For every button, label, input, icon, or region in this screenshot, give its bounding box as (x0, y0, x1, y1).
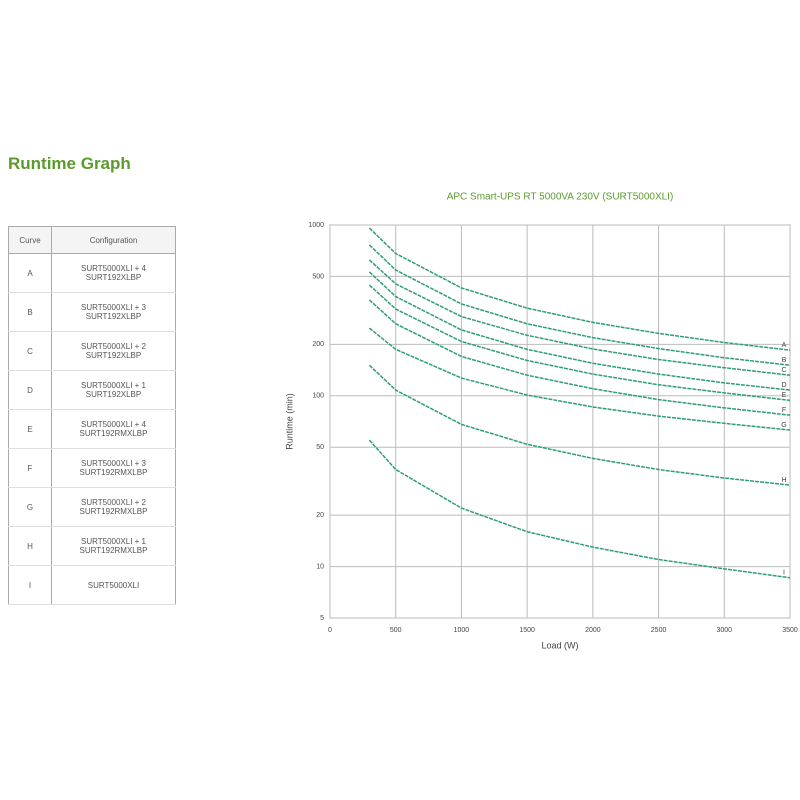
table-row: E SURT5000XLI + 4 SURT192RMXLBP (8, 409, 176, 449)
y-tick-label: 50 (316, 444, 324, 451)
config-cell: SURT5000XLI + 2 SURT192RMXLBP (51, 487, 176, 527)
x-tick-label: 1500 (519, 627, 535, 634)
curve-cell: H (8, 526, 52, 566)
table-body: A SURT5000XLI + 4 SURT192XLBP B SURT5000XLI… (8, 253, 176, 605)
config-cell: SURT5000XLI + 3 SURT192XLBP (51, 292, 176, 332)
curve-cell: D (8, 370, 52, 410)
runtime-curve (368, 271, 791, 391)
curve-cell: I (8, 565, 52, 605)
curve-cell: C (8, 331, 52, 371)
x-tick-label: 2000 (585, 627, 601, 634)
config-cell: SURT5000XLI + 3 SURT192RMXLBP (51, 448, 176, 488)
curve-cell: A (8, 253, 52, 293)
x-tick-label: 0 (328, 627, 332, 634)
y-tick-label: 100 (312, 393, 324, 400)
x-tick-label: 1000 (454, 627, 470, 634)
column-header: Configuration (51, 226, 176, 254)
x-tick-label: 2500 (651, 627, 667, 634)
plot-area (329, 224, 791, 619)
curve-label: H (781, 477, 786, 484)
table-row: C SURT5000XLI + 2 SURT192XLBP (8, 331, 176, 371)
config-cell: SURT5000XLI + 1 SURT192RMXLBP (51, 526, 176, 566)
config-cell: SURT5000XLI + 4 SURT192RMXLBP (51, 409, 176, 449)
curve-table: Curve Configuration A SURT5000XLI + 4 SURT… (8, 226, 176, 605)
curve-label: E (782, 392, 787, 399)
x-tick-label: 500 (390, 627, 402, 634)
table-row: D SURT5000XLI + 1 SURT192XLBP (8, 370, 176, 410)
table-row: A SURT5000XLI + 4 SURT192XLBP (8, 253, 176, 293)
runtime-curve (368, 259, 791, 376)
runtime-curve (368, 364, 791, 486)
config-cell: SURT5000XLI + 4 SURT192XLBP (51, 253, 176, 293)
runtime-curve (368, 327, 791, 431)
runtime-curve (368, 227, 791, 351)
chart-title: APC Smart-UPS RT 5000VA 230V (SURT5000XL… (447, 192, 674, 203)
y-tick-label: 1000 (308, 222, 324, 229)
y-tick-label: 5 (320, 615, 324, 622)
runtime-curve (368, 439, 791, 579)
curve-cell: F (8, 448, 52, 488)
table-header: Curve Configuration (8, 226, 176, 254)
table-row: H SURT5000XLI + 1 SURT192RMXLBP (8, 526, 176, 566)
y-tick-label: 20 (316, 512, 324, 519)
page-title: Runtime Graph (8, 154, 131, 173)
x-axis-label: Load (W) (541, 640, 578, 650)
config-cell: SURT5000XLI + 1 SURT192XLBP (51, 370, 176, 410)
curve-label: F (782, 407, 786, 414)
curve-label: A (782, 342, 787, 349)
table-row: I SURT5000XLI (8, 565, 176, 605)
y-axis-label: Runtime (min) (284, 393, 294, 450)
runtime-curve (368, 284, 791, 402)
table-row: B SURT5000XLI + 3 SURT192XLBP (8, 292, 176, 332)
curve-label: G (781, 422, 786, 429)
table-row: F SURT5000XLI + 3 SURT192RMXLBP (8, 448, 176, 488)
y-tick-label: 500 (312, 273, 324, 280)
runtime-curve (368, 244, 791, 366)
config-cell: SURT5000XLI (51, 565, 176, 605)
config-cell: SURT5000XLI + 2 SURT192XLBP (51, 331, 176, 371)
curve-cell: E (8, 409, 52, 449)
y-tick-label: 10 (316, 563, 324, 570)
curve-label: C (781, 367, 786, 374)
curve-label: B (782, 357, 787, 364)
curve-label: I (783, 570, 785, 577)
table-row: G SURT5000XLI + 2 SURT192RMXLBP (8, 487, 176, 527)
curve-label: D (781, 382, 786, 389)
x-tick-label: 3000 (716, 627, 732, 634)
x-tick-label: 3500 (782, 627, 798, 634)
y-tick-label: 200 (312, 341, 324, 348)
runtime-curve (368, 299, 791, 416)
